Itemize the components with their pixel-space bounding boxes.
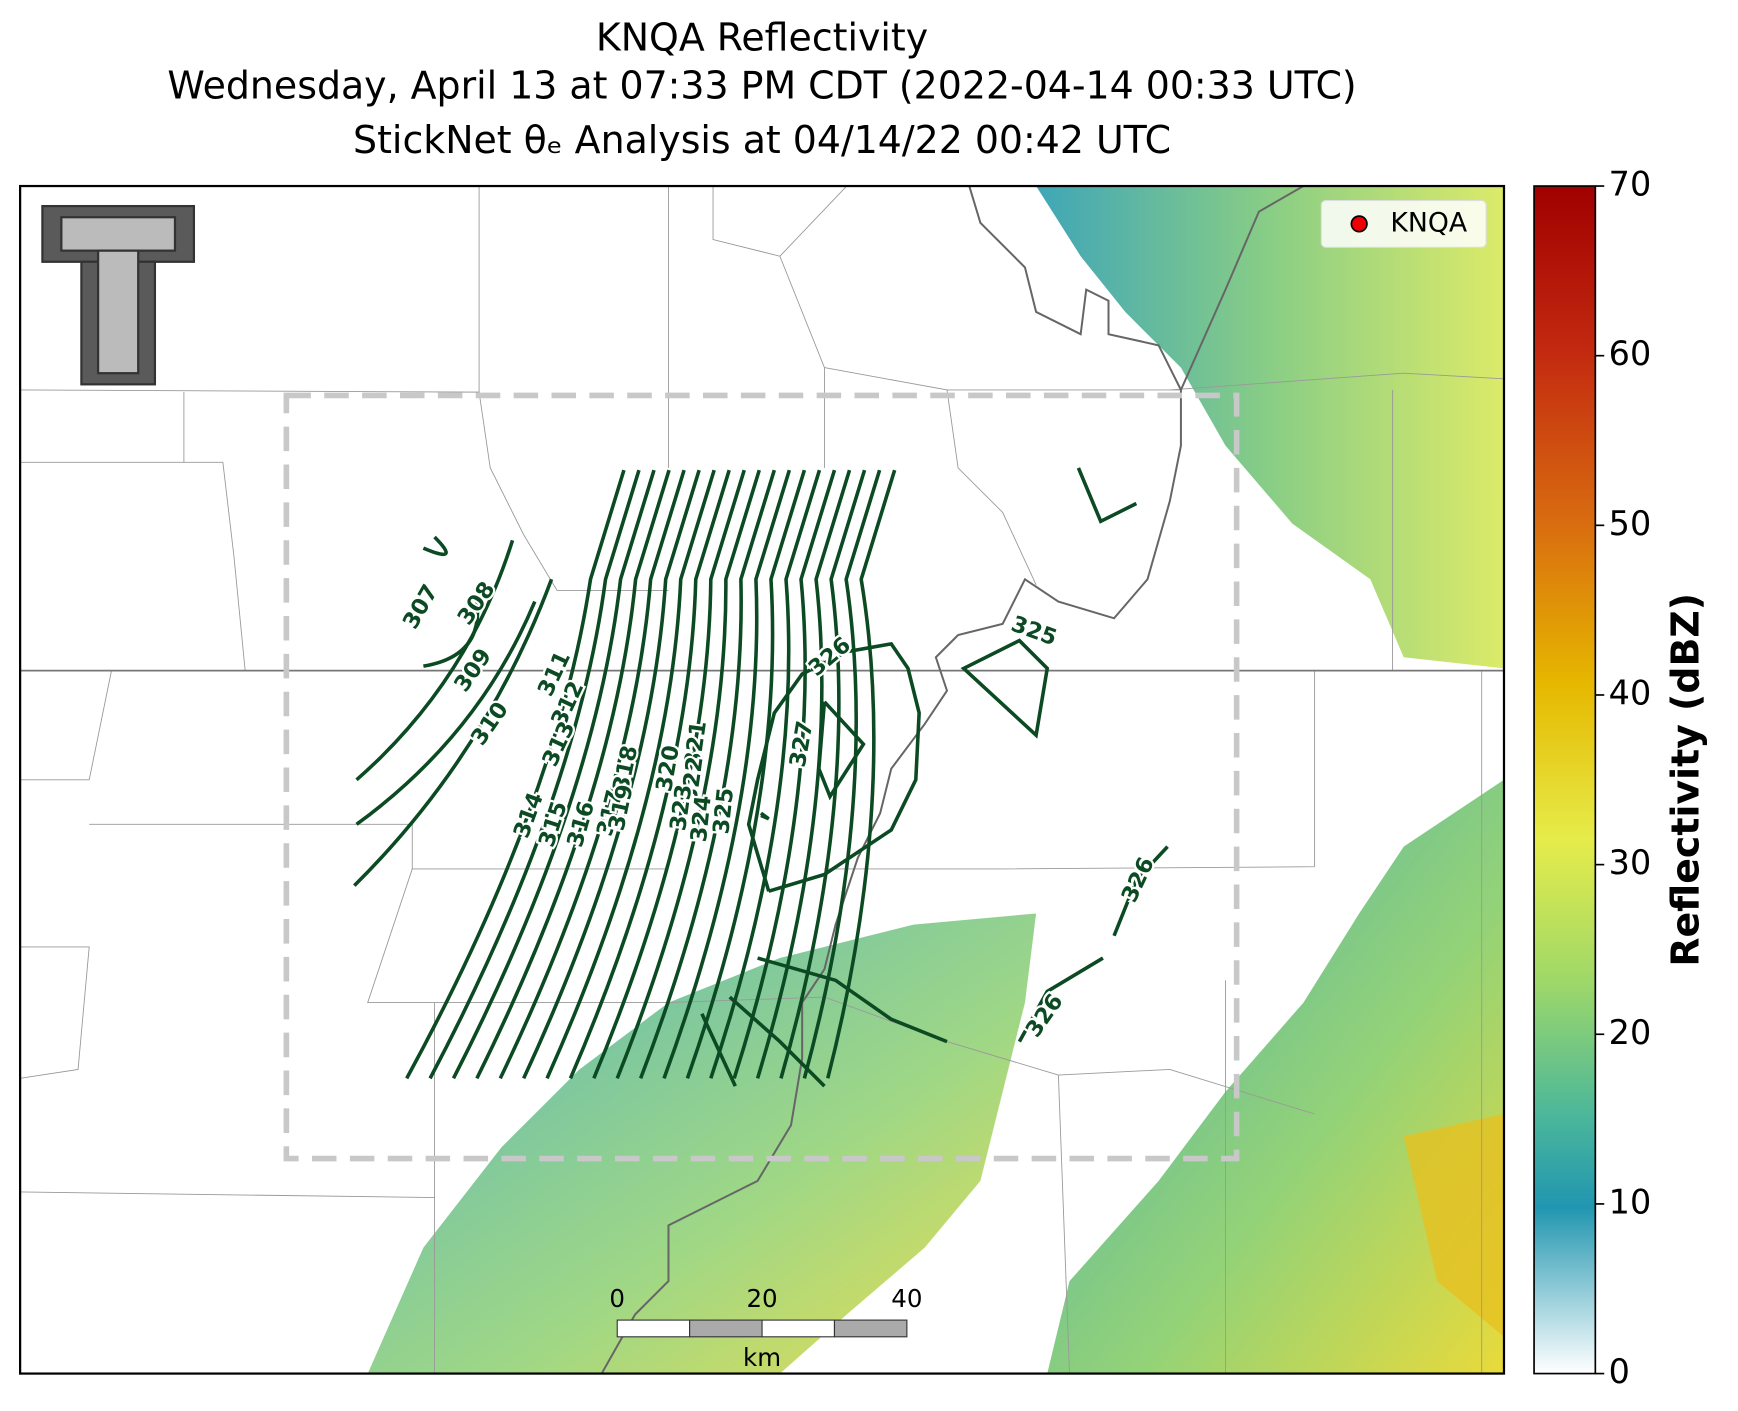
- scale-tick-label: 20: [746, 1284, 777, 1313]
- contour-line: [662, 469, 792, 1079]
- colorbar-tick-label: 30: [1609, 843, 1652, 882]
- contour-line: [422, 535, 448, 557]
- contour-line: [755, 469, 852, 1079]
- contour-line: [759, 811, 770, 821]
- contour-line: [757, 956, 948, 1044]
- contour-line: [428, 469, 641, 1080]
- colorbar-tick-label: 60: [1609, 334, 1652, 373]
- colorbar-tick-label: 20: [1609, 1013, 1652, 1052]
- map-frame: [19, 184, 1506, 1375]
- legend: KNQA: [1320, 199, 1487, 248]
- contour-line: [423, 601, 480, 668]
- contour-line: [826, 469, 897, 1079]
- scale-tick-label: 40: [891, 1284, 922, 1313]
- analysis-domain: [283, 392, 1240, 1162]
- colorbar-label: Reflectivity (dBZ): [1663, 593, 1707, 967]
- contour-line: [802, 469, 882, 1079]
- contour-line: [960, 638, 1050, 739]
- contour-line: [405, 469, 626, 1080]
- colorbar-tick-label: 10: [1609, 1182, 1652, 1221]
- contour-line: [1017, 956, 1104, 1043]
- contour-line: [592, 469, 746, 1080]
- contour-line: [615, 469, 761, 1080]
- contour-line: [475, 469, 671, 1080]
- contour-line: [638, 469, 777, 1079]
- contour-line: [728, 995, 826, 1088]
- contour-line: [1076, 467, 1138, 524]
- contour-line: [498, 469, 686, 1080]
- colorbar-tick-label: 70: [1609, 165, 1652, 204]
- colorbar-tick-label: 50: [1609, 504, 1652, 543]
- radar-echo: [367, 913, 1037, 1374]
- contour-line: [355, 600, 537, 826]
- title: KNQA Reflectivity: [596, 16, 928, 60]
- contour-line: [355, 539, 515, 782]
- colorbar-tick-label: 40: [1609, 673, 1652, 712]
- contour-label: 325: [708, 786, 739, 835]
- radar-echo: [1036, 186, 1504, 669]
- contour-line: [451, 469, 656, 1080]
- contour-line: [545, 469, 716, 1080]
- radar-echo: [1403, 1114, 1504, 1337]
- contour-line: [353, 578, 554, 887]
- contour-line: [685, 469, 807, 1079]
- contour-line: [700, 1012, 737, 1087]
- contour-line: [522, 469, 701, 1080]
- colorbar-tick-label: 0: [1609, 1352, 1630, 1391]
- contour-line: [746, 641, 921, 893]
- subtitle: Wednesday, April 13 at 07:33 PM CDT (202…: [167, 64, 1356, 108]
- contour-line: [1112, 845, 1169, 937]
- contour-line: [779, 469, 867, 1079]
- legend-box: [1320, 199, 1487, 248]
- logo: [41, 204, 196, 386]
- scale-unit: km: [743, 1343, 781, 1372]
- contour-line: [732, 469, 837, 1079]
- contour-line: [568, 469, 731, 1080]
- contour-label: 321: [680, 719, 712, 769]
- scale-tick-label: 0: [609, 1284, 625, 1313]
- legend-label: KNQA: [1390, 207, 1468, 238]
- contours: 307 3083093103113123133143153163173183193…: [353, 467, 1169, 1088]
- contour-label: 322: [676, 755, 708, 805]
- county-lines: [20, 186, 1504, 1374]
- radar-echo: [1047, 779, 1504, 1374]
- contour-line: [709, 469, 822, 1079]
- legend-marker: [1350, 215, 1368, 233]
- map-area: 307 3083093103113123133143153163173183193…: [20, 186, 1504, 1374]
- contour-line: [817, 700, 866, 801]
- subtitle: StickNet θₑ Analysis at 04/14/22 00:42 U…: [353, 118, 1171, 162]
- colorbar: [1533, 185, 1597, 1375]
- scale-bar: km: [616, 1319, 908, 1372]
